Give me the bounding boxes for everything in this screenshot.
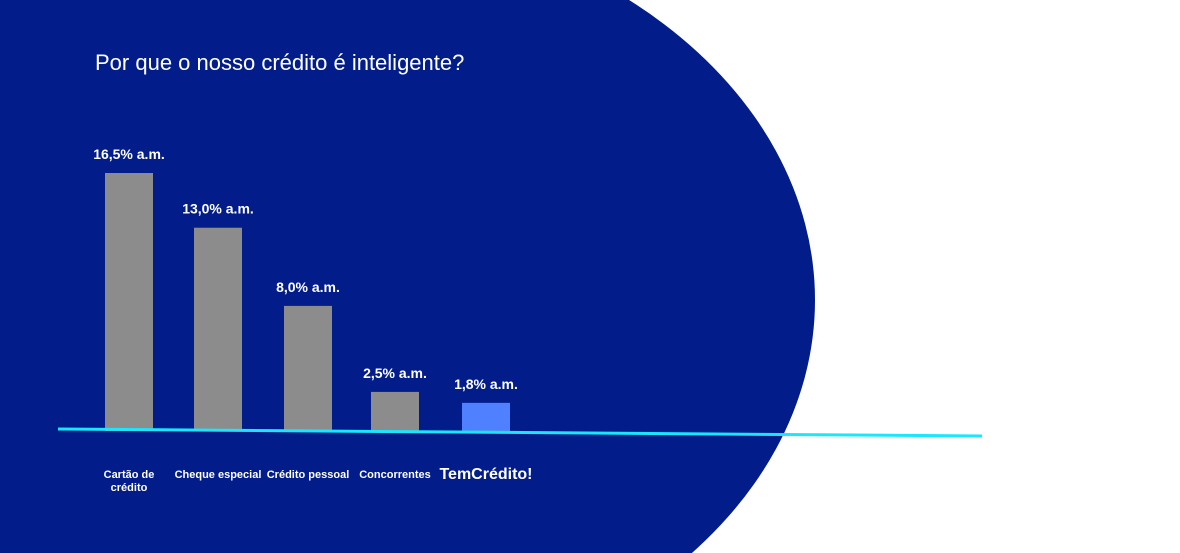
bar bbox=[284, 305, 332, 431]
value-label: 1,8% a.m. bbox=[454, 376, 518, 392]
chart-title: Por que o nosso crédito é inteligente? bbox=[95, 50, 464, 75]
bar bbox=[105, 173, 153, 431]
value-label: 13,0% a.m. bbox=[182, 201, 254, 217]
value-label: 8,0% a.m. bbox=[276, 279, 340, 295]
category-label: TemCrédito! bbox=[439, 466, 533, 483]
value-label: 16,5% a.m. bbox=[93, 146, 165, 162]
bar bbox=[371, 391, 419, 431]
category-label: Crédito pessoal bbox=[266, 469, 350, 481]
category-label: Cheque especial bbox=[174, 469, 262, 481]
baseline bbox=[57, 427, 983, 438]
category-label: Concorrentes bbox=[359, 469, 431, 481]
bar bbox=[194, 227, 242, 431]
bar bbox=[462, 402, 510, 431]
value-label: 2,5% a.m. bbox=[363, 365, 427, 381]
category-label: Cartão de crédito bbox=[103, 469, 155, 494]
